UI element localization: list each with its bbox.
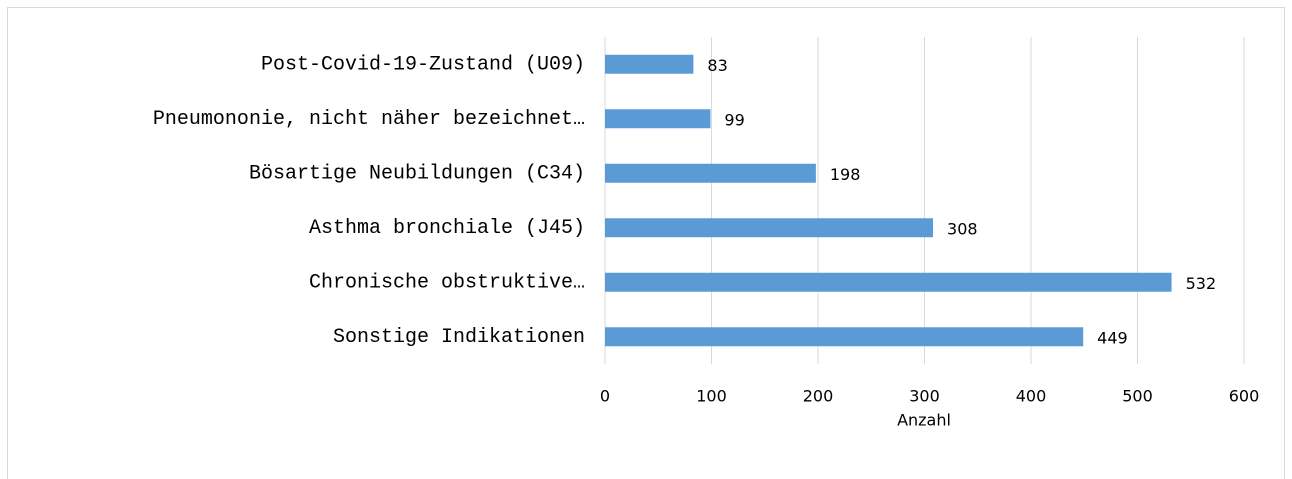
bar bbox=[605, 272, 1172, 292]
y-tick-label: Chronische obstruktive… bbox=[309, 272, 585, 295]
x-tick-label: 600 bbox=[1229, 387, 1260, 406]
data-label: 532 bbox=[1186, 274, 1217, 293]
chart-border bbox=[7, 7, 1285, 479]
data-label: 99 bbox=[724, 110, 744, 129]
data-label: 83 bbox=[707, 56, 727, 75]
x-tick-label: 300 bbox=[909, 387, 940, 406]
x-tick-label: 200 bbox=[803, 387, 834, 406]
x-tick-label: 0 bbox=[600, 387, 610, 406]
data-label: 449 bbox=[1097, 328, 1128, 347]
y-tick-label: Pneumononie, nicht näher bezeichnet… bbox=[153, 108, 585, 131]
x-tick-label: 100 bbox=[696, 387, 727, 406]
bar bbox=[605, 109, 711, 129]
x-tick-label: 400 bbox=[1016, 387, 1047, 406]
x-tick-label: 500 bbox=[1122, 387, 1153, 406]
bar bbox=[605, 163, 816, 183]
y-tick-label: Post-Covid-19-Zustand (U09) bbox=[261, 54, 585, 77]
y-tick-label: Sonstige Indikationen bbox=[333, 326, 585, 349]
bar bbox=[605, 327, 1084, 347]
bar bbox=[605, 218, 934, 238]
data-label: 308 bbox=[947, 219, 978, 238]
x-axis-label: Anzahl bbox=[897, 411, 951, 430]
y-tick-label: Bösartige Neubildungen (C34) bbox=[249, 163, 585, 186]
bar bbox=[605, 54, 694, 74]
y-tick-label: Asthma bronchiale (J45) bbox=[309, 217, 585, 240]
data-label: 198 bbox=[830, 165, 861, 184]
